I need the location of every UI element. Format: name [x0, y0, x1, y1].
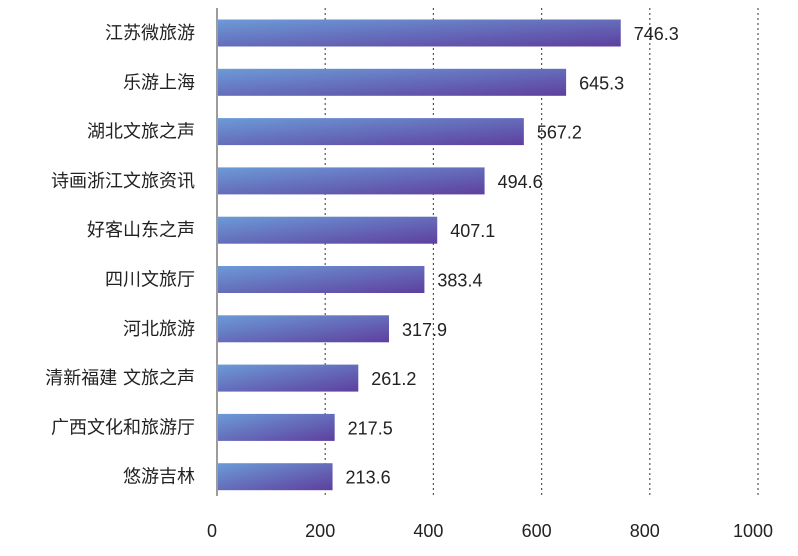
x-tick-label: 0: [207, 521, 217, 541]
category-labels: 江苏微旅游乐游上海湖北文旅之声诗画浙江文旅资讯好客山东之声四川文旅厅河北旅游清新…: [45, 23, 195, 488]
value-label: 217.5: [348, 418, 393, 438]
category-label: 悠游吉林: [123, 467, 195, 488]
value-label: 494.6: [498, 172, 543, 192]
value-label: 567.2: [537, 123, 582, 143]
value-label: 645.3: [579, 73, 624, 93]
bar: [218, 167, 485, 195]
bar: [218, 68, 567, 96]
category-label: 清新福建 文旅之声: [45, 368, 195, 389]
x-tick-label: 800: [630, 521, 660, 541]
bar: [218, 413, 335, 441]
bar: [218, 266, 425, 293]
x-tick-label: 1000: [733, 521, 773, 541]
category-label: 江苏微旅游: [105, 23, 195, 44]
value-label: 261.2: [371, 369, 416, 389]
bar: [218, 19, 621, 47]
bar: [218, 364, 359, 392]
category-label: 湖北文旅之声: [87, 122, 195, 143]
value-label: 746.3: [634, 24, 679, 44]
category-label: 河北旅游: [123, 319, 195, 340]
category-label: 乐游上海: [123, 72, 195, 93]
bar: [218, 118, 524, 146]
value-label: 213.6: [346, 468, 391, 488]
value-label: 407.1: [450, 221, 495, 241]
x-tick-label: 400: [413, 521, 443, 541]
bars: [218, 19, 621, 491]
value-label: 317.9: [402, 320, 447, 340]
x-tick-label: 600: [522, 521, 552, 541]
category-label: 四川文旅厅: [105, 270, 195, 291]
value-labels: 746.3 645.3 567.2 494.6 407.1 383.4 317.9 261.2…: [346, 24, 679, 488]
category-label: 诗画浙江文旅资讯: [51, 171, 195, 192]
bar: [218, 216, 438, 244]
x-axis-ticks: 0 200 400 600 800 1000: [207, 521, 773, 541]
value-label: 383.4: [437, 271, 482, 291]
category-label: 广西文化和旅游厅: [51, 417, 195, 438]
bar: [218, 315, 389, 343]
x-tick-label: 200: [305, 521, 335, 541]
category-label: 好客山东之声: [87, 220, 195, 241]
bar: [218, 463, 333, 491]
